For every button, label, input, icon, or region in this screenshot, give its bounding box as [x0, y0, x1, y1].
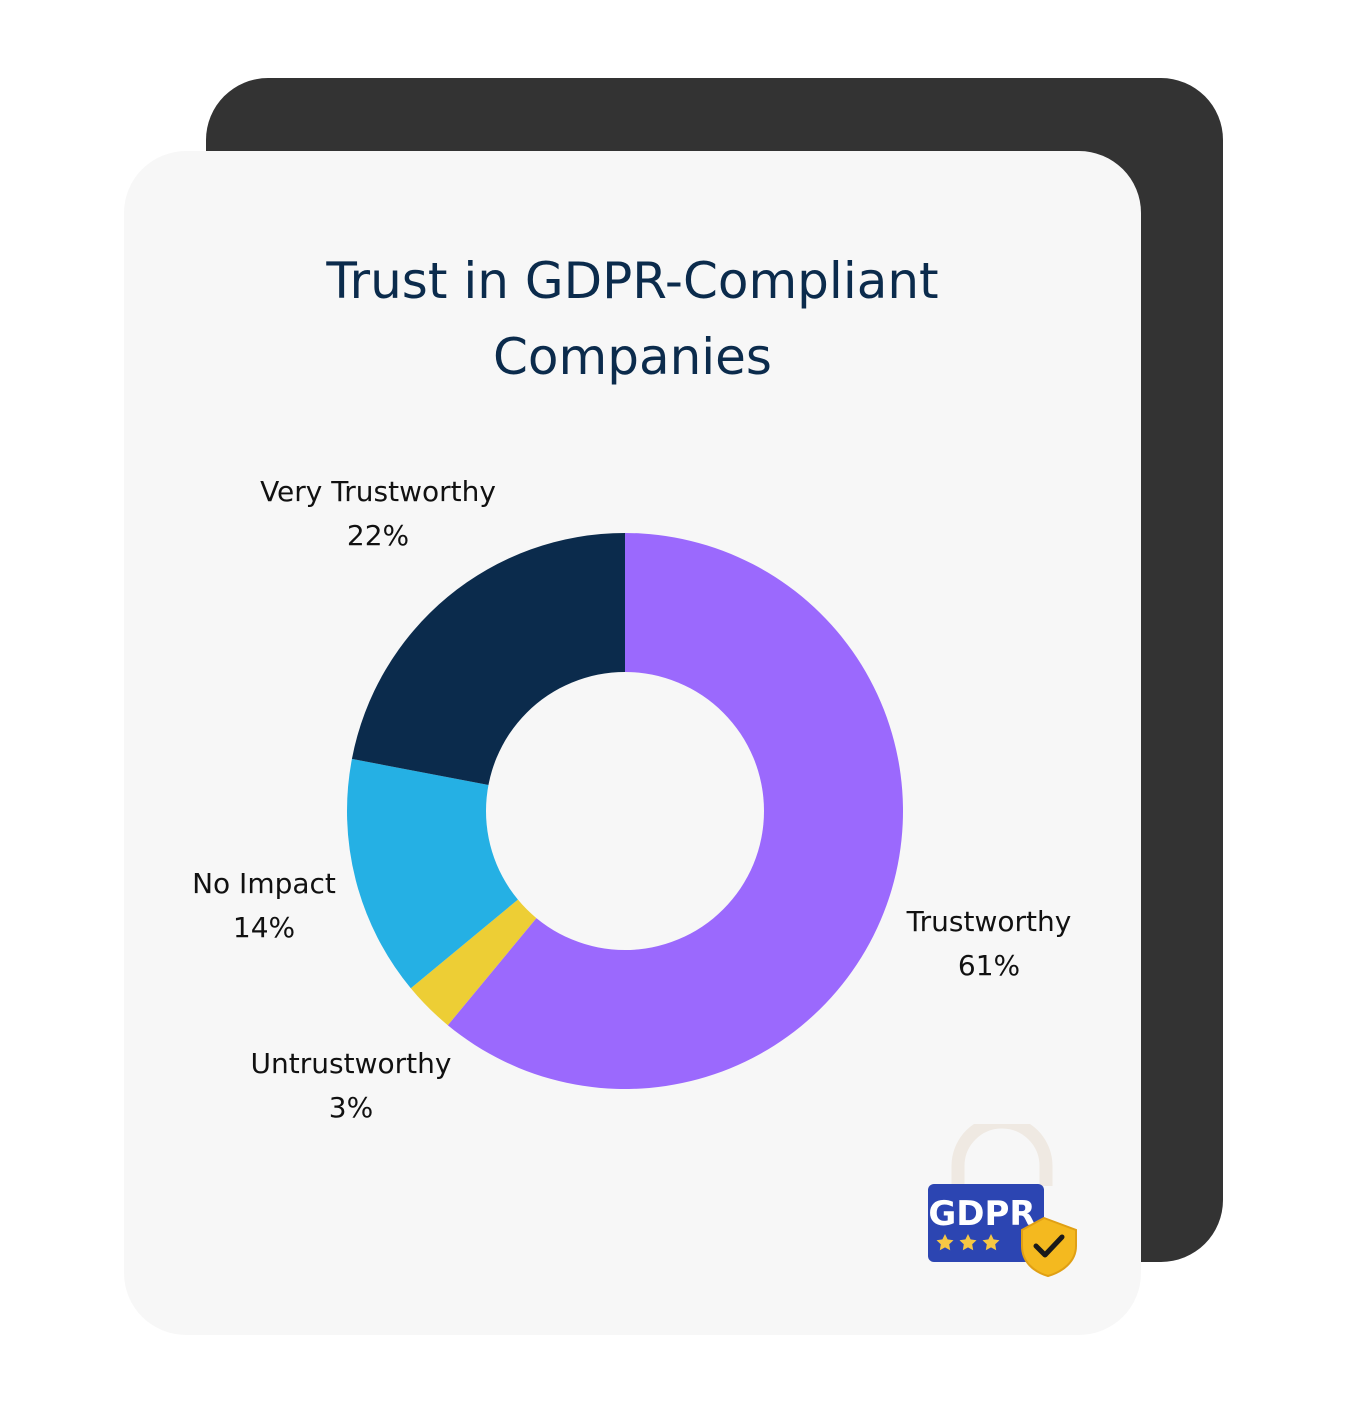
- star-icon: [959, 1234, 977, 1251]
- slice-value-label: 61%: [958, 949, 1020, 982]
- slice-label-untrustworthy: Untrustworthy 3%: [251, 1047, 452, 1124]
- lock-body: [928, 1184, 1044, 1262]
- star-icon: [936, 1234, 954, 1251]
- slice-category-label: Untrustworthy: [251, 1047, 452, 1080]
- star-icons: [936, 1234, 1000, 1251]
- slice-label-trustworthy: Trustworthy 61%: [906, 905, 1072, 982]
- slice-labels: Trustworthy 61% Untrustworthy 3% No Impact 14…: [192, 475, 1071, 1124]
- chart-title-line-2: Companies: [493, 328, 772, 386]
- slice-label-very-trustworthy: Very Trustworthy 22%: [260, 475, 496, 552]
- slice-category-label: Trustworthy: [906, 905, 1072, 938]
- slice-category-label: No Impact: [192, 867, 336, 900]
- slice-value-label: 22%: [347, 519, 409, 552]
- slice-category-label: Very Trustworthy: [260, 475, 496, 508]
- slice-value-label: 14%: [233, 911, 295, 944]
- badge-text: GDPR: [928, 1194, 1035, 1234]
- gdpr-lock-shield-icon: GDPR: [928, 1124, 1077, 1278]
- shield-icon: [1021, 1216, 1077, 1278]
- chart-title-line-1: Trust in GDPR-Compliant: [326, 252, 939, 310]
- chart-title: Trust in GDPR-Compliant Companies: [124, 243, 1141, 395]
- star-icon: [982, 1234, 1000, 1251]
- donut-hole: [486, 672, 764, 950]
- slice-value-label: 3%: [329, 1091, 373, 1124]
- lock-shackle: [951, 1124, 1053, 1186]
- check-icon: [1033, 1234, 1065, 1258]
- slice-label-no-impact: No Impact 14%: [192, 867, 336, 944]
